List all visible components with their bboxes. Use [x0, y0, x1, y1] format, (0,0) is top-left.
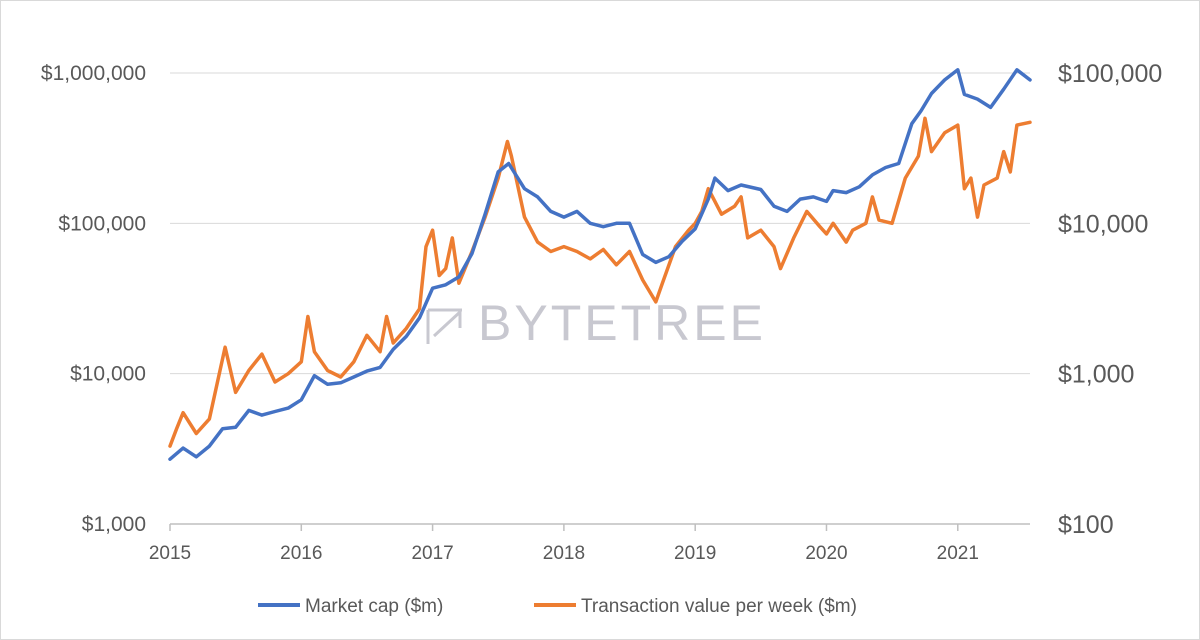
y-axis-right-ticks: $100 $1,000 $10,000 $100,000: [1058, 60, 1162, 539]
bytetree-logo-icon: [426, 308, 462, 344]
x-tick-label: 2018: [543, 543, 585, 564]
y-right-tick-label: $100,000: [1058, 60, 1162, 88]
y-left-tick-label: $100,000: [58, 212, 146, 235]
y-right-tick-label: $10,000: [1058, 210, 1148, 238]
watermark: BYTETREE: [426, 295, 766, 351]
legend-label-market-cap: Market cap ($m): [305, 596, 443, 617]
y-left-tick-label: $10,000: [70, 363, 146, 386]
x-tick-label: 2017: [411, 543, 453, 564]
y-right-tick-label: $100: [1058, 511, 1114, 539]
y-left-tick-label: $1,000: [82, 513, 146, 536]
x-tick-label: 2015: [149, 543, 191, 564]
x-tick-label: 2021: [937, 543, 979, 564]
x-tick-label: 2020: [805, 543, 847, 564]
watermark-text: BYTETREE: [478, 295, 766, 351]
series-line-market-cap: [168, 68, 1032, 461]
series-lines: [168, 68, 1032, 461]
y-axis-left-ticks: $1,000 $10,000 $100,000 $1,000,000: [41, 62, 146, 536]
y-left-tick-label: $1,000,000: [41, 62, 146, 85]
y-right-tick-label: $1,000: [1058, 361, 1134, 389]
series-line-transaction-value: [168, 116, 1032, 448]
x-axis-ticks: 2015 2016 2017 2018 2019 2020 2021: [149, 524, 979, 564]
x-tick-label: 2016: [280, 543, 322, 564]
legend-label-transaction-value: Transaction value per week ($m): [581, 596, 857, 617]
x-tick-label: 2019: [674, 543, 716, 564]
legend: Market cap ($m) Transaction value per we…: [258, 596, 857, 617]
